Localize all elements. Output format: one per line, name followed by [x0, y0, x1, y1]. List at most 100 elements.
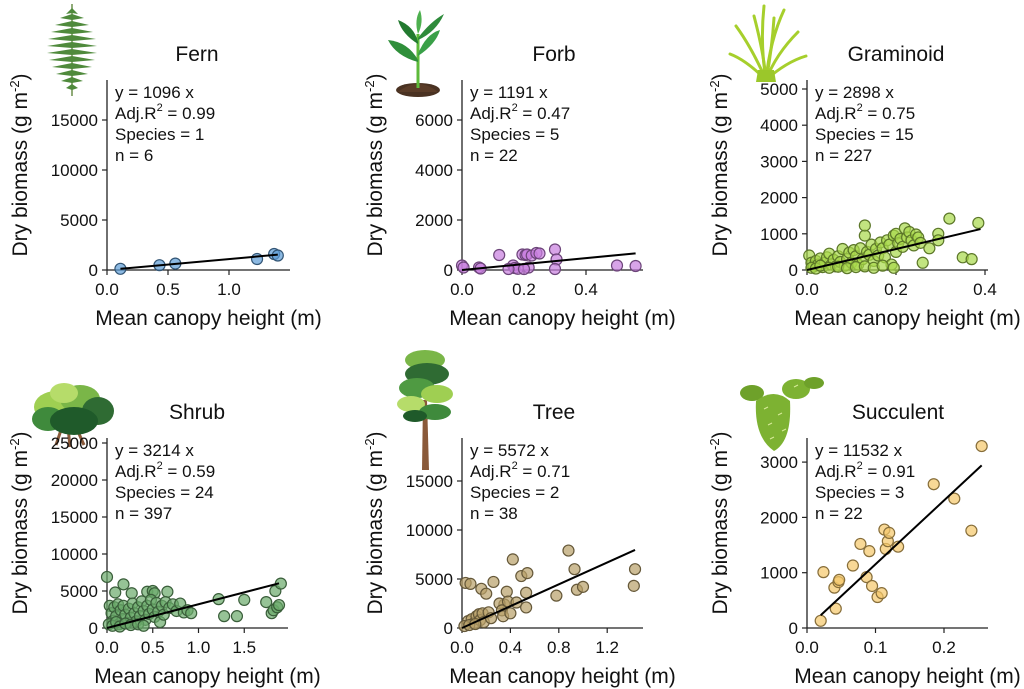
y-tick-label: 0: [444, 619, 453, 638]
data-point: [457, 261, 470, 274]
panel-title: Graminoid: [848, 43, 945, 66]
x-tick-label: 0.8: [547, 638, 571, 657]
y-tick-label: 0: [444, 261, 453, 280]
data-point: [865, 579, 879, 593]
adj-r2-label: Adj.R2 = 0.71: [470, 460, 570, 481]
panel-title: Fern: [175, 43, 218, 66]
y-tick-label: 0: [89, 619, 98, 638]
y-tick-label: 20000: [51, 471, 98, 490]
y-tick-label: 2000: [760, 189, 798, 208]
panel-succulent: Succulent 0 1000 2000 3000 0.0 0.1 0.2 Mean cano…: [707, 376, 1021, 688]
data-point: [218, 610, 231, 623]
sample-size-label: n = 22: [815, 504, 863, 523]
data-point: [480, 587, 493, 600]
equation-label: y = 5572 x: [470, 441, 549, 460]
equation-label: y = 2898 x: [815, 83, 894, 102]
data-point: [975, 439, 988, 453]
data-point: [833, 573, 846, 586]
y-tick-label: 0: [89, 261, 98, 280]
x-tick-label: 1.2: [595, 638, 619, 657]
data-point: [506, 553, 519, 566]
data-point: [238, 593, 251, 606]
equation-label: y = 3214 x: [115, 441, 194, 460]
species-count-label: Species = 3: [815, 483, 904, 502]
sample-size-label: n = 6: [115, 146, 153, 165]
data-point: [125, 587, 138, 600]
data-point: [814, 614, 827, 627]
data-point: [829, 602, 842, 615]
data-point: [260, 595, 273, 609]
data-point: [875, 587, 888, 600]
data-point: [927, 478, 940, 491]
y-tick-label: 6000: [415, 111, 453, 130]
data-point: [250, 252, 264, 266]
data-point: [965, 253, 978, 266]
data-point: [109, 586, 122, 599]
sample-size-label: n = 22: [470, 146, 518, 165]
data-point: [117, 578, 130, 591]
x-tick-label: 0.0: [795, 638, 819, 657]
data-point: [568, 563, 581, 576]
y-tick-label: 3000: [760, 453, 798, 472]
x-axis-title: Mean canopy height (m): [449, 307, 675, 330]
x-tick-label: 0.0: [450, 638, 474, 657]
y-tick-label: 5000: [415, 570, 453, 589]
y-tick-label: 2000: [415, 211, 453, 230]
x-tick-label: 1.5: [232, 638, 256, 657]
x-axis-title: Mean canopy height (m): [794, 307, 1020, 330]
species-count-label: Species = 1: [115, 125, 204, 144]
panel-title: Forb: [532, 43, 575, 66]
x-tick-label: 0.1: [864, 638, 888, 657]
sample-size-label: n = 38: [470, 504, 518, 523]
y-axis-title: Dry biomass (g m-2): [7, 431, 32, 614]
species-count-label: Species = 24: [115, 483, 214, 502]
data-point: [854, 537, 867, 551]
data-point: [230, 610, 244, 623]
data-point: [548, 243, 562, 256]
panel-title: Succulent: [852, 401, 944, 424]
adj-r2-label: Adj.R2 = 0.47: [470, 102, 570, 123]
y-tick-label: 4000: [760, 116, 798, 135]
y-tick-label: 5000: [760, 80, 798, 99]
data-point: [916, 256, 929, 269]
x-tick-label: 0.4: [574, 280, 598, 299]
x-tick-label: 0.5: [141, 638, 165, 657]
x-tick-label: 0.0: [95, 638, 119, 657]
y-tick-label: 1000: [760, 225, 798, 244]
adj-r2-label: Adj.R2 = 0.91: [815, 460, 915, 481]
data-point: [817, 566, 830, 579]
adj-r2-label: Adj.R2 = 0.99: [115, 102, 215, 123]
data-point: [493, 248, 506, 262]
fern-icon: [46, 3, 98, 97]
y-tick-label: 5000: [60, 582, 98, 601]
y-axis-title: Dry biomass (g m-2): [362, 73, 387, 256]
y-axis-title: Dry biomass (g m-2): [707, 73, 732, 256]
x-axis-title: Mean canopy height (m): [449, 665, 675, 688]
species-count-label: Species = 2: [470, 483, 559, 502]
y-tick-label: 3000: [760, 152, 798, 171]
data-point: [161, 585, 174, 598]
y-tick-label: 15000: [406, 472, 453, 491]
x-tick-label: 0.5: [156, 280, 180, 299]
data-point: [562, 544, 575, 557]
y-axis-title: Dry biomass (g m-2): [362, 431, 387, 614]
data-point: [972, 216, 985, 230]
adj-r2-label: Adj.R2 = 0.75: [815, 102, 915, 123]
panel-title: Shrub: [169, 401, 225, 424]
y-tick-label: 5000: [60, 211, 98, 230]
data-point: [887, 261, 900, 274]
data-point: [504, 607, 517, 620]
regression-line: [461, 549, 636, 629]
data-point: [521, 567, 534, 580]
x-tick-label: 0.4: [499, 638, 523, 657]
x-tick-label: 0.0: [450, 280, 474, 299]
regression-line: [820, 464, 983, 616]
y-tick-label: 0: [789, 619, 798, 638]
data-point: [943, 212, 956, 225]
data-point: [627, 579, 640, 592]
panel-shrub: Shrub 0 5000 10000 15000 20000 25000 0.0 0.5 1.0 1…: [7, 381, 321, 688]
data-point: [487, 575, 500, 589]
species-count-label: Species = 5: [470, 125, 559, 144]
regression-line: [106, 582, 280, 629]
